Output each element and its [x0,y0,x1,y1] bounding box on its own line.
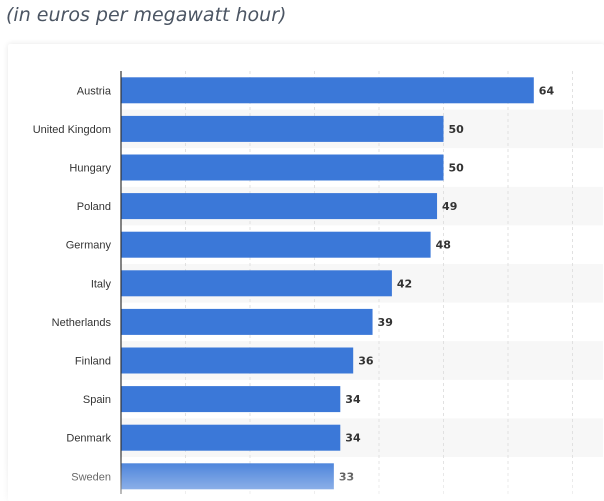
bar-denmark [121,424,341,451]
data-label: 34 [345,432,361,445]
category-label: Germany [66,240,112,252]
category-label: Austria [77,85,112,97]
data-label: 33 [339,470,354,483]
data-label: 36 [358,355,374,368]
category-label: United Kingdom [33,124,111,136]
category-label: Spain [83,394,111,406]
bar-poland [121,193,438,220]
bar-sweden [121,463,334,490]
category-label: Finland [75,356,111,368]
chart-subtitle: (in euros per megawatt hour) [6,4,287,26]
category-label: Netherlands [52,317,112,329]
data-label: 49 [442,200,457,213]
bar-spain [121,386,341,413]
bar-hungary [121,154,444,181]
bar-finland [121,347,354,374]
data-label: 50 [449,123,465,136]
data-label: 64 [539,84,555,97]
data-label: 42 [397,277,412,290]
bar-germany [121,231,431,258]
category-label: Sweden [71,471,111,483]
bar-united-kingdom [121,115,444,142]
data-label: 50 [449,162,465,175]
data-label: 48 [436,239,451,252]
bar-netherlands [121,308,373,335]
category-label: Denmark [66,433,111,445]
data-label: 39 [378,316,393,329]
data-label: 34 [345,393,361,406]
bar-italy [121,270,392,297]
category-label: Poland [77,201,111,213]
bar-austria [121,77,534,104]
category-label: Hungary [69,163,111,175]
category-label: Italy [91,278,112,290]
